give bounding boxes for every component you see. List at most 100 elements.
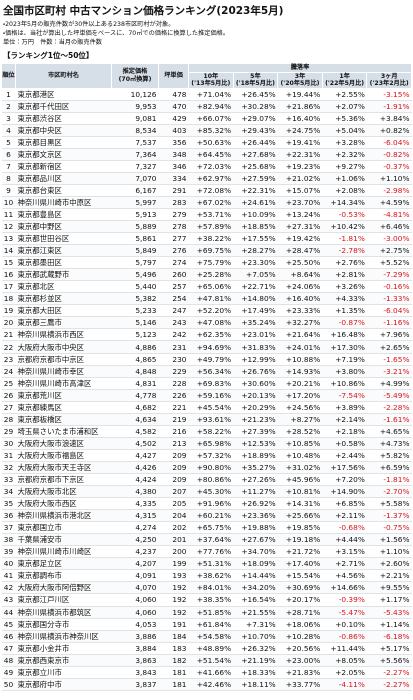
table-row: 15 東京都墨田区 5,797 274 +75.79% +23.30% +25.50% +2.…: [1, 256, 412, 270]
area-name: 神奈川県横浜市都筑区: [15, 606, 112, 619]
cell: +72.08%: [188, 184, 234, 197]
cell: +19.85%: [277, 521, 323, 535]
table-row: 46 神奈川県横浜市神奈川区 3,886 184 +54.58% +10.70% +10.2…: [1, 630, 412, 643]
cell: +47.81%: [188, 292, 234, 306]
cell: +16.40%: [277, 112, 323, 125]
cell: 7,537: [111, 136, 159, 149]
cell: 49: [1, 666, 16, 679]
cell: +26.45%: [233, 88, 278, 101]
cell: 429: [158, 112, 189, 125]
area-name: 千葉県浦安市: [15, 533, 112, 547]
cell: -1.61%: [366, 413, 412, 426]
table-row: 26 東京都荒川区 4,778 226 +59.16% +20.13% +17.20% -7.…: [1, 389, 412, 402]
header-row: 順位 市区町村名 推定価格 (70㎡換算) 坪単価 騰落率: [1, 63, 412, 89]
cell: +15.07%: [277, 184, 323, 197]
cell: +64.45%: [188, 148, 234, 161]
cell: 219: [158, 413, 189, 426]
cell: +38.35%: [188, 593, 234, 607]
cell: +7.31%: [233, 618, 278, 631]
cell: +60.21%: [188, 509, 234, 523]
cell: +5.36%: [322, 112, 367, 125]
cell: 209: [158, 461, 189, 475]
cell: 283: [158, 196, 189, 209]
table-row: 44 神奈川県横浜市都筑区 4,060 192 +51.85% +21.55% +28.71…: [1, 606, 412, 619]
cell: +20.17%: [277, 593, 323, 607]
cell: 5: [1, 136, 16, 149]
cell: +21.72%: [277, 545, 323, 559]
cell: +18.11%: [233, 678, 278, 691]
table-row: 1 東京都港区 10,126 478 +71.04% +26.45% +19.44% +2.5…: [1, 88, 412, 101]
cell: +2.71%: [322, 557, 367, 571]
cell: +1.17%: [366, 593, 412, 607]
cell: -2.78%: [322, 244, 367, 258]
area-name: 大阪府大阪市阿倍野区: [15, 581, 112, 595]
area-name: 神奈川県横浜市神奈川区: [15, 630, 112, 643]
cell: 32: [1, 461, 16, 475]
cell: 4,634: [111, 413, 159, 426]
cell: +22.31%: [233, 184, 278, 197]
table-row: 9 東京都台東区 6,167 291 +72.08% +22.31% +15.07% +2.0…: [1, 184, 412, 197]
table-row: 33 京都府京都市下京区 4,424 209 +80.86% +27.26% +45.96%…: [1, 473, 412, 487]
cell: 45: [1, 618, 16, 631]
cell: 9,953: [111, 100, 159, 113]
cell: +18.85%: [233, 220, 278, 234]
area-name: 東京都目黒区: [15, 136, 112, 149]
cell: -2.28%: [366, 401, 412, 414]
cell: 10: [1, 196, 16, 209]
cell: 4,831: [111, 377, 159, 390]
cell: +54.58%: [188, 630, 234, 643]
cell: -3.15%: [366, 88, 412, 101]
cell: 228: [158, 377, 189, 390]
cell: +65.98%: [188, 437, 234, 450]
cell: 17: [1, 280, 16, 294]
table-row: 25 神奈川県川崎市高津区 4,831 228 +69.83% +30.60% +20.21…: [1, 377, 412, 390]
cell: 4,426: [111, 461, 159, 475]
cell: +27.68%: [233, 148, 278, 161]
cell: +27.26%: [233, 473, 278, 487]
cell: 192: [158, 581, 189, 595]
cell: +6.46%: [366, 220, 412, 234]
cell: +18.33%: [233, 666, 278, 679]
cell: 199: [158, 557, 189, 571]
column-header: 10年 ('13年5月比): [188, 71, 234, 89]
cell: 4,380: [111, 485, 159, 499]
cell: 3,884: [111, 642, 159, 655]
cell: +26.32%: [233, 642, 278, 655]
column-header: 坪単価: [158, 63, 189, 89]
cell: +67.02%: [188, 196, 234, 209]
cell: +27.67%: [233, 533, 278, 547]
area-name: 神奈川県横浜市西区: [15, 328, 112, 342]
cell: 5,889: [111, 220, 159, 234]
cell: 229: [158, 365, 189, 378]
cell: 5,233: [111, 304, 159, 318]
cell: +28.27%: [233, 244, 278, 258]
cell: +5.04%: [322, 124, 367, 137]
cell: 43: [1, 593, 16, 607]
cell: +19.18%: [277, 533, 323, 547]
cell: -4.81%: [366, 208, 412, 222]
cell: 277: [158, 232, 189, 246]
area-name: 東京都北区: [15, 280, 112, 294]
cell: -5.47%: [322, 606, 367, 619]
cell: -0.86%: [322, 630, 367, 643]
cell: -0.37%: [366, 160, 412, 173]
cell: +0.58%: [322, 437, 367, 450]
cell: 216: [158, 425, 189, 438]
cell: +1.14%: [366, 618, 412, 631]
cell: 4,091: [111, 569, 159, 583]
cell: +2.76%: [322, 256, 367, 270]
cell: +2.05%: [322, 666, 367, 679]
column-header: 1年 ('22年5月比): [321, 71, 368, 89]
cell: +30.60%: [233, 377, 278, 390]
column-label: 市区町村名: [48, 72, 79, 79]
cell: 4,335: [111, 497, 159, 511]
cell: +1.06%: [322, 172, 367, 185]
cell: -5.49%: [366, 389, 412, 402]
cell: 4,778: [111, 389, 159, 402]
cell: +10.28%: [277, 630, 323, 643]
cell: +77.76%: [188, 545, 234, 559]
cell: +2.08%: [322, 184, 367, 197]
table-body: 1 東京都港区 10,126 478 +71.04% +26.45% +19.44% +2.5…: [1, 88, 412, 691]
cell: 348: [158, 148, 189, 161]
cell: 202: [158, 521, 189, 535]
